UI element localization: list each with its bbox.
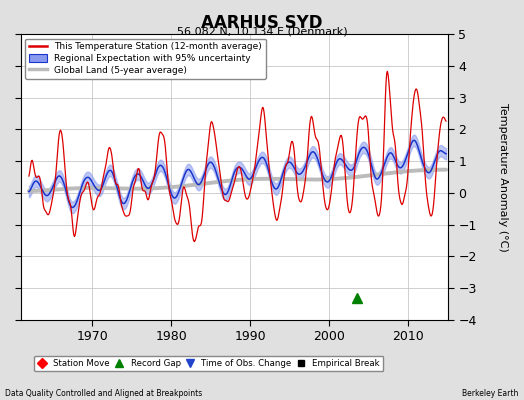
Y-axis label: Temperature Anomaly (°C): Temperature Anomaly (°C) (498, 103, 508, 251)
Text: Data Quality Controlled and Aligned at Breakpoints: Data Quality Controlled and Aligned at B… (5, 389, 202, 398)
Text: AARHUS SYD: AARHUS SYD (201, 14, 323, 32)
Legend: Station Move, Record Gap, Time of Obs. Change, Empirical Break: Station Move, Record Gap, Time of Obs. C… (35, 356, 384, 372)
Text: Berkeley Earth: Berkeley Earth (462, 389, 519, 398)
Text: 56.082 N, 10.134 E (Denmark): 56.082 N, 10.134 E (Denmark) (177, 26, 347, 36)
